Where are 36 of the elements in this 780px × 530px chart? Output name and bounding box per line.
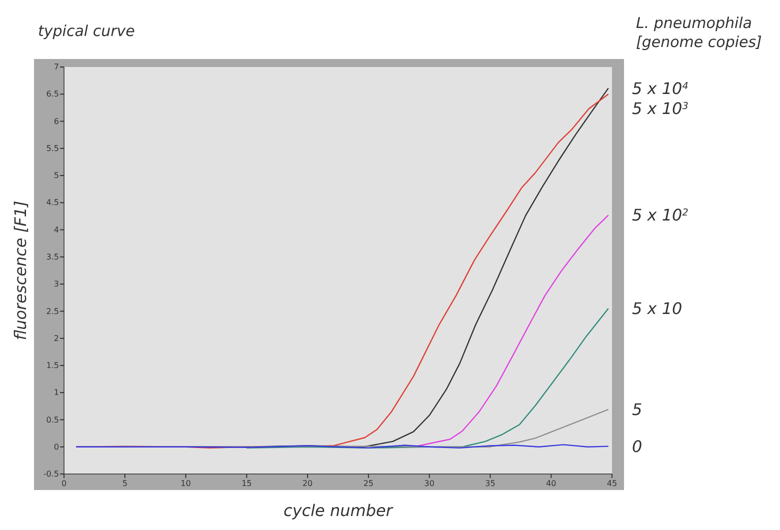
y-tick-label: 6 bbox=[54, 116, 59, 126]
series-label: 5 x 10 bbox=[632, 299, 682, 318]
legend-title: L. pneumophila [genome copies] bbox=[636, 14, 762, 51]
y-tick-label: 5.5 bbox=[46, 144, 59, 153]
y-tick-label: 7 bbox=[54, 62, 59, 72]
chart-title: typical curve bbox=[38, 22, 135, 40]
x-tick-label: 10 bbox=[180, 479, 191, 488]
y-tick-label: 6.5 bbox=[46, 90, 59, 99]
y-tick-label: 1 bbox=[54, 388, 59, 398]
y-tick-label: 1.5 bbox=[46, 361, 59, 370]
y-tick-label: 3.5 bbox=[46, 252, 59, 262]
series-label: 5 x 10$^{4}$ bbox=[632, 78, 688, 98]
series-label: 5 x 10$^{2}$ bbox=[632, 206, 688, 225]
x-tick-label: 45 bbox=[606, 479, 618, 488]
x-tick-label: 5 bbox=[122, 479, 128, 488]
x-tick-label: 30 bbox=[424, 479, 434, 488]
x-tick-label: 35 bbox=[485, 479, 496, 488]
x-tick-label: 15 bbox=[242, 479, 252, 488]
series-label: 5 x 10$^{3}$ bbox=[632, 98, 688, 118]
y-tick-label: 4.5 bbox=[46, 198, 59, 208]
y-tick-label: 3 bbox=[54, 280, 59, 289]
y-tick-label: 4 bbox=[54, 225, 59, 234]
x-tick-label: 40 bbox=[546, 479, 556, 488]
y-tick-label: 2.5 bbox=[46, 306, 59, 316]
y-tick-label: -0.5 bbox=[43, 470, 59, 479]
series-label: 0 bbox=[632, 436, 642, 456]
y-tick-label: 2 bbox=[54, 334, 59, 343]
x-tick-label: 25 bbox=[363, 479, 374, 488]
x-tick-label: 0 bbox=[61, 479, 67, 488]
y-tick-label: 0 bbox=[54, 442, 59, 452]
y-tick-label: 5 bbox=[54, 171, 59, 180]
x-tick-label: 20 bbox=[302, 479, 313, 488]
x-axis-title: cycle number bbox=[284, 501, 394, 520]
y-tick-label: 0.5 bbox=[46, 415, 59, 424]
series-label: 5 bbox=[632, 400, 642, 420]
y-axis-title: fluorescence [F1] bbox=[11, 200, 30, 340]
